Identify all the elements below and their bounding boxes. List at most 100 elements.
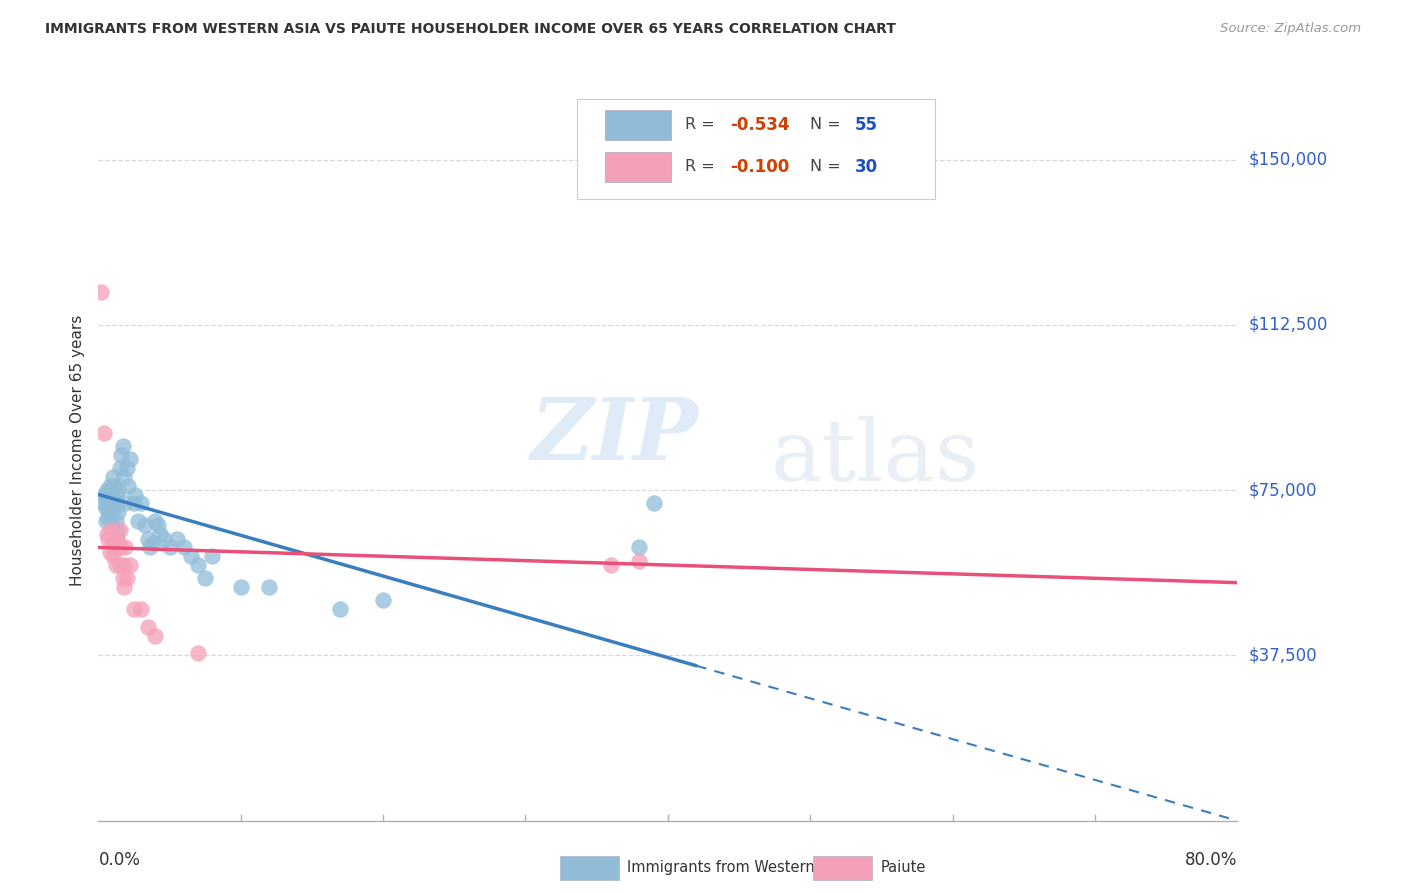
Point xyxy=(114,541,136,555)
Point xyxy=(112,558,135,572)
Point xyxy=(229,580,252,594)
Point xyxy=(138,541,160,555)
Point xyxy=(108,558,131,572)
Text: 30: 30 xyxy=(855,158,877,176)
Point xyxy=(180,549,202,564)
Text: atlas: atlas xyxy=(770,417,980,500)
Point xyxy=(136,620,159,634)
Point xyxy=(98,479,121,493)
Point xyxy=(96,496,118,510)
Point xyxy=(118,558,141,572)
Point xyxy=(104,532,127,546)
Point xyxy=(628,541,651,555)
Point xyxy=(201,549,224,564)
Point xyxy=(110,541,132,555)
Text: Immigrants from Western Asia: Immigrants from Western Asia xyxy=(627,861,851,875)
Point xyxy=(101,470,124,484)
Point xyxy=(643,496,665,510)
Point xyxy=(107,536,129,550)
Text: Source: ZipAtlas.com: Source: ZipAtlas.com xyxy=(1220,22,1361,36)
Point xyxy=(600,558,623,572)
Point xyxy=(187,558,209,572)
Y-axis label: Householder Income Over 65 years: Householder Income Over 65 years xyxy=(69,315,84,586)
Point xyxy=(91,496,114,510)
Point xyxy=(112,580,135,594)
Point xyxy=(111,571,134,585)
Point xyxy=(153,532,176,546)
Point xyxy=(107,483,129,497)
Text: 80.0%: 80.0% xyxy=(1185,851,1237,869)
Text: Paiute: Paiute xyxy=(880,861,925,875)
Point xyxy=(105,532,128,546)
Point xyxy=(101,496,124,510)
Point xyxy=(159,541,181,555)
Point xyxy=(103,479,125,493)
Text: 55: 55 xyxy=(855,116,877,134)
Point xyxy=(94,500,117,515)
Point xyxy=(101,549,124,564)
Text: 0.0%: 0.0% xyxy=(98,851,141,869)
Point xyxy=(115,571,138,585)
Point xyxy=(259,580,281,594)
Text: ZIP: ZIP xyxy=(531,394,699,477)
Text: IMMIGRANTS FROM WESTERN ASIA VS PAIUTE HOUSEHOLDER INCOME OVER 65 YEARS CORRELAT: IMMIGRANTS FROM WESTERN ASIA VS PAIUTE H… xyxy=(45,22,896,37)
Point xyxy=(373,593,395,607)
Point xyxy=(97,532,120,546)
Point xyxy=(148,518,170,533)
Text: -0.100: -0.100 xyxy=(731,158,790,176)
Point xyxy=(104,558,127,572)
Point xyxy=(194,571,217,585)
Point xyxy=(103,500,125,515)
Point xyxy=(105,541,128,555)
Text: R =: R = xyxy=(685,160,720,175)
Point xyxy=(96,483,118,497)
Point xyxy=(173,541,195,555)
Point xyxy=(108,461,131,475)
Point xyxy=(98,505,121,519)
Point xyxy=(329,602,352,616)
Point xyxy=(110,448,132,462)
Point xyxy=(187,646,209,660)
Point xyxy=(98,545,121,559)
Point xyxy=(127,514,149,528)
Point xyxy=(100,514,122,528)
Point xyxy=(134,518,156,533)
Text: -0.534: -0.534 xyxy=(731,116,790,134)
Point xyxy=(112,470,135,484)
Point xyxy=(124,487,146,501)
Point xyxy=(111,439,134,453)
Point xyxy=(145,628,167,642)
Text: N =: N = xyxy=(810,117,846,132)
FancyBboxPatch shape xyxy=(605,152,671,182)
Point xyxy=(107,505,129,519)
Point xyxy=(94,514,117,528)
FancyBboxPatch shape xyxy=(605,110,671,140)
Point xyxy=(90,285,112,299)
Point xyxy=(108,523,131,537)
Text: $37,500: $37,500 xyxy=(1249,647,1317,665)
Point xyxy=(100,487,122,501)
Point xyxy=(105,496,128,510)
Text: R =: R = xyxy=(685,117,720,132)
Point xyxy=(93,487,115,501)
Text: $150,000: $150,000 xyxy=(1249,151,1327,169)
Point xyxy=(96,527,118,541)
Point xyxy=(104,487,127,501)
Point xyxy=(117,479,139,493)
Point xyxy=(114,496,136,510)
Text: N =: N = xyxy=(810,160,846,175)
Point xyxy=(104,514,127,528)
Point xyxy=(149,527,172,541)
Point xyxy=(122,496,145,510)
Point xyxy=(105,523,128,537)
Point xyxy=(129,602,152,616)
Point xyxy=(136,532,159,546)
Point xyxy=(97,491,120,506)
Point xyxy=(145,514,167,528)
Point xyxy=(93,425,115,440)
Point xyxy=(100,523,122,537)
Point xyxy=(101,536,124,550)
Point xyxy=(97,509,120,524)
Point xyxy=(122,602,145,616)
FancyBboxPatch shape xyxy=(576,99,935,199)
